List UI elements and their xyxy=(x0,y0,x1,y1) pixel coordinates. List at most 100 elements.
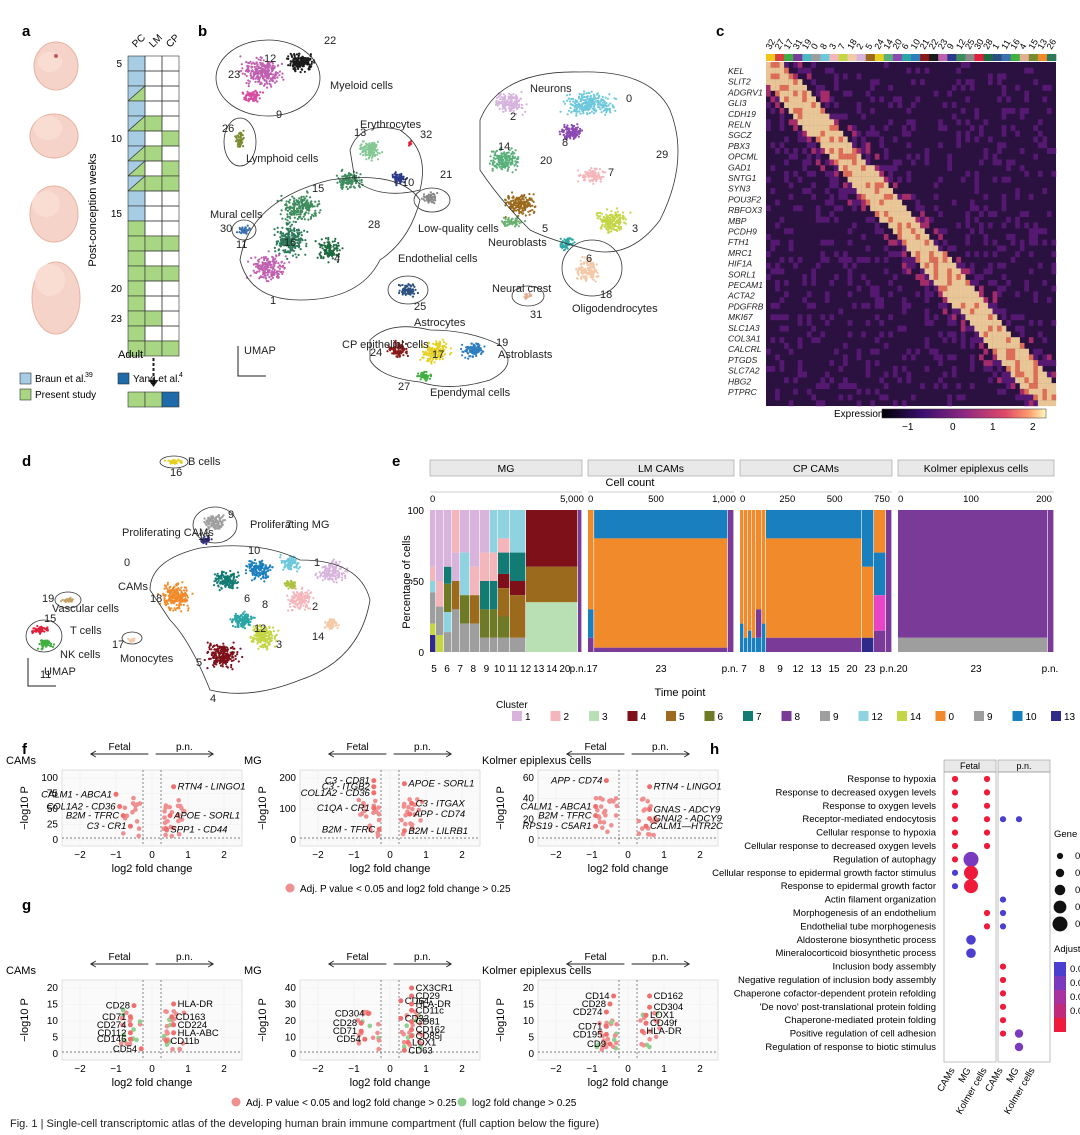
umap-point xyxy=(277,249,280,252)
heatmap-cell xyxy=(951,314,957,321)
umap-point xyxy=(604,223,607,226)
heatmap-cell xyxy=(965,222,971,229)
heatmap-cell xyxy=(1028,239,1034,246)
umap-point xyxy=(359,173,362,176)
umap-point xyxy=(561,128,564,131)
umap-point xyxy=(277,254,281,257)
heatmap-cell xyxy=(906,142,912,149)
umap-point xyxy=(584,268,587,271)
umap-point xyxy=(583,90,586,93)
heatmap-cell xyxy=(834,84,839,91)
heatmap-cell xyxy=(983,348,989,355)
heatmap-cell xyxy=(829,211,835,217)
panel-label-b: b xyxy=(198,23,207,40)
umap-point xyxy=(255,65,259,68)
umap-point xyxy=(595,212,599,215)
heatmap-cell xyxy=(1019,314,1025,321)
heatmap-cell xyxy=(824,291,830,298)
heatmap-cell xyxy=(915,256,921,263)
umap-point xyxy=(588,112,592,115)
heatmap-cell xyxy=(924,222,930,229)
heatmap-cell xyxy=(811,193,816,200)
umap-point xyxy=(504,222,507,226)
umap-point xyxy=(363,147,366,150)
umap-point xyxy=(499,102,502,105)
heatmap-cell xyxy=(1001,331,1007,338)
heatmap-cell xyxy=(852,205,857,212)
grid-cell xyxy=(128,296,145,311)
umap-point xyxy=(438,342,441,345)
heatmap-cell xyxy=(965,96,971,103)
umap-point xyxy=(559,133,562,136)
annotation-bar-13 xyxy=(1037,54,1048,61)
heatmap-cell xyxy=(788,90,794,97)
heatmap-cell xyxy=(897,325,903,332)
heatmap-cell xyxy=(951,302,957,309)
heatmap-cell xyxy=(892,159,898,166)
heatmap-cell xyxy=(911,239,916,246)
heatmap-cell xyxy=(811,279,816,286)
heatmap-cell xyxy=(1033,222,1038,229)
grid-cell xyxy=(128,311,145,326)
heatmap-cell xyxy=(788,96,794,103)
heatmap-cell xyxy=(1042,188,1048,194)
umap-point xyxy=(518,205,521,208)
heatmap-cell xyxy=(1046,211,1052,217)
heatmap-cell xyxy=(865,182,871,189)
umap-point xyxy=(327,261,330,264)
heatmap-cell xyxy=(797,62,803,68)
heatmap-cell xyxy=(942,337,948,344)
umap-point xyxy=(408,144,411,147)
heatmap-cell xyxy=(820,107,826,114)
umap-point xyxy=(359,148,362,151)
grid-cell xyxy=(145,116,162,131)
umap-point xyxy=(279,265,282,268)
heatmap-cell xyxy=(834,348,839,355)
heatmap-cell xyxy=(779,314,785,321)
umap-point xyxy=(271,77,274,80)
heatmap-cell xyxy=(834,274,839,280)
umap-point xyxy=(576,277,579,280)
umap-point xyxy=(475,352,478,355)
umap-point xyxy=(616,210,619,213)
umap-point xyxy=(495,165,498,168)
umap-point xyxy=(605,107,608,111)
umap-point xyxy=(250,257,253,260)
heatmap-cell xyxy=(929,251,934,258)
umap-point xyxy=(303,213,307,216)
umap-point xyxy=(514,220,517,223)
heatmap-cell xyxy=(992,302,998,309)
heatmap-cell xyxy=(856,159,862,166)
heatmap-cell xyxy=(938,262,943,269)
heatmap-cell xyxy=(988,79,993,86)
umap-point xyxy=(252,75,255,78)
umap-point xyxy=(256,70,259,73)
umap-point xyxy=(241,91,244,94)
heatmap-cell xyxy=(779,119,785,126)
heatmap-cell xyxy=(997,331,1002,338)
umap-point xyxy=(296,241,299,244)
heatmap-cell xyxy=(824,297,830,303)
heatmap-cell xyxy=(988,73,993,80)
heatmap-cell xyxy=(1001,308,1007,315)
umap-point xyxy=(310,62,313,65)
heatmap-cell xyxy=(870,79,875,86)
heatmap-cell xyxy=(892,251,898,258)
umap-point xyxy=(613,218,616,221)
umap-point xyxy=(577,95,581,98)
heatmap-cell xyxy=(992,348,998,355)
umap-point xyxy=(289,64,292,67)
heatmap-cell xyxy=(979,285,984,292)
umap-point xyxy=(507,103,510,106)
umap-point xyxy=(267,269,270,273)
heatmap-cell xyxy=(865,320,871,326)
legend-ref-yang: 4 xyxy=(179,372,183,379)
heatmap-cell xyxy=(861,159,866,166)
umap-point xyxy=(259,76,262,79)
heatmap-cell xyxy=(802,67,807,74)
heatmap-cell xyxy=(897,222,903,229)
umap-point xyxy=(244,228,247,231)
annotation-bar-4 xyxy=(1019,54,1030,61)
heatmap-cell xyxy=(1001,90,1007,97)
umap-point xyxy=(581,256,584,259)
